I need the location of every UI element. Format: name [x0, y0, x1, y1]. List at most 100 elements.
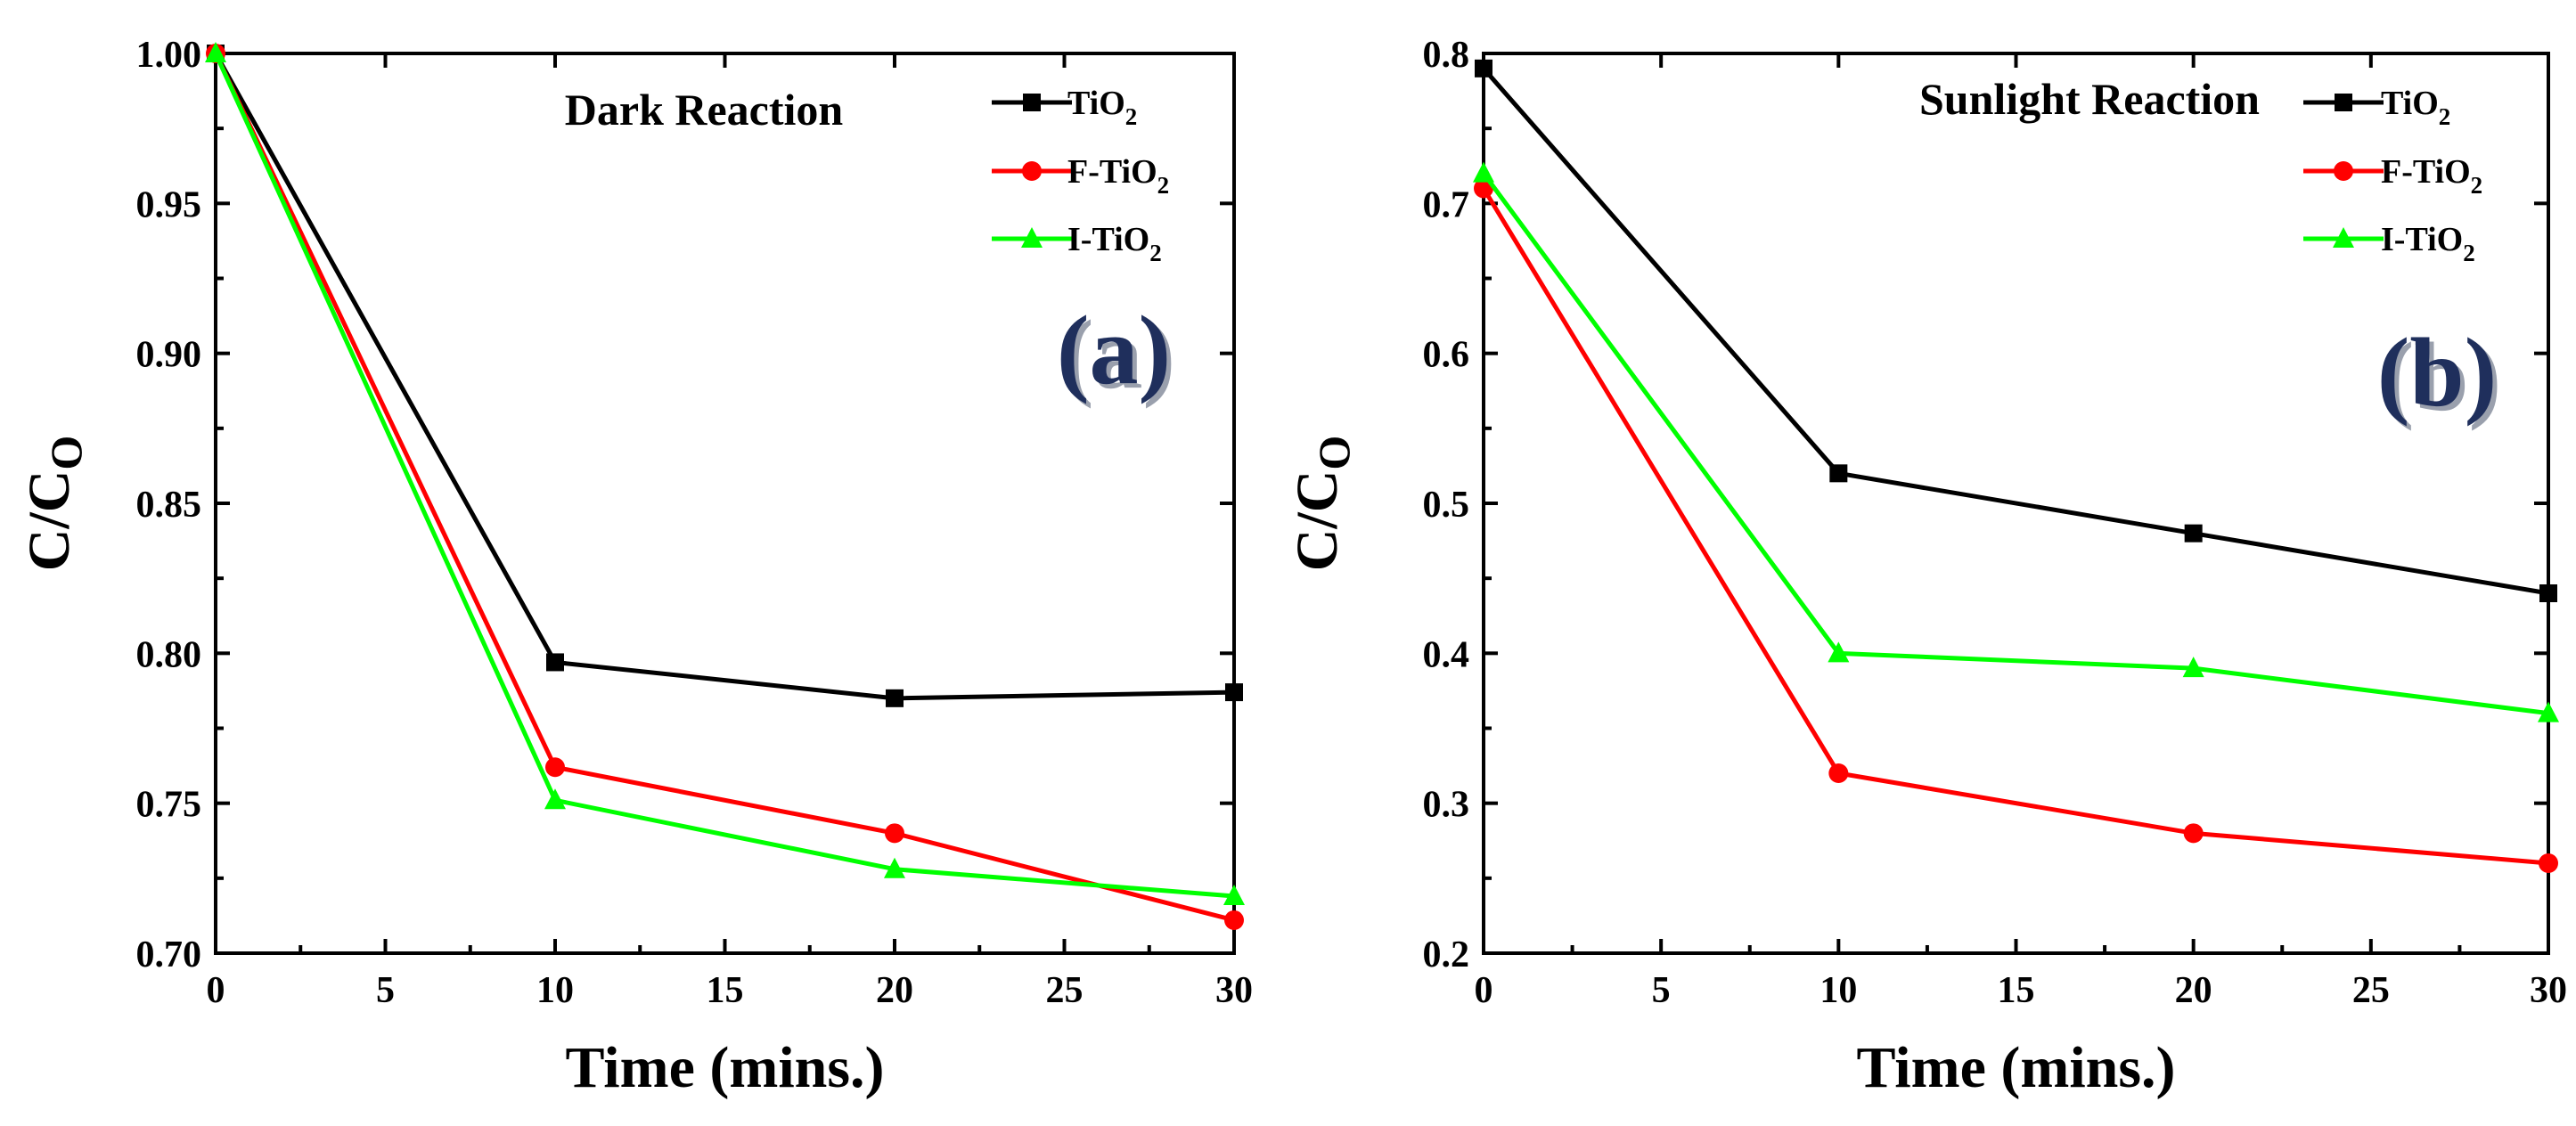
y-tick-label: 0.95: [136, 184, 202, 225]
y-tick-label: 1.00: [136, 35, 202, 76]
data-point: [1475, 59, 1492, 78]
x-tick-label: 30: [2530, 970, 2567, 1011]
chart-title: Dark Reaction: [565, 85, 844, 135]
legend-marker: [2333, 227, 2354, 248]
legend-label-main: I-TiO: [2381, 221, 2463, 258]
legend-label: I-TiO2: [2381, 221, 2475, 266]
legend-marker: [2335, 94, 2352, 111]
series-F-TiO2: [1474, 178, 2558, 873]
data-point: [1828, 641, 1850, 663]
data-point: [1829, 464, 1848, 483]
x-tick-label: 5: [1652, 970, 1671, 1011]
series-I-TiO2: [1473, 161, 2559, 722]
data-point: [1828, 763, 1849, 783]
legend-label-main: I-TiO: [1067, 221, 1149, 258]
y-axis-title-sub: O: [41, 436, 91, 470]
legend-label-sub: 2: [1149, 240, 1162, 266]
series-line: [213, 52, 1235, 899]
y-tick-label: 0.6: [1423, 335, 1470, 376]
data-point: [545, 757, 565, 778]
y-tick-label: 0.85: [136, 485, 202, 526]
x-tick-label: 15: [1998, 970, 2035, 1011]
data-point: [885, 823, 904, 844]
data-point: [884, 857, 905, 878]
legend-marker: [2334, 161, 2353, 181]
data-point: [2183, 823, 2204, 844]
legend-label: F-TiO2: [1067, 153, 1169, 199]
legend-label-sub: 2: [1125, 103, 1138, 130]
x-tick-label: 20: [876, 970, 913, 1011]
legend-label-sub: 2: [1157, 172, 1170, 199]
panel-label-shadow: (b): [2382, 322, 2501, 431]
series-line: [213, 52, 1235, 701]
series-line: [1481, 172, 2549, 716]
x-tick-label: 15: [707, 970, 744, 1011]
panel-label: (b): [2377, 318, 2497, 427]
x-tick-label: 0: [1475, 970, 1493, 1011]
data-point: [886, 689, 904, 707]
y-axis-title-main: C/C: [17, 470, 82, 572]
y-tick-label: 0.80: [136, 634, 202, 675]
chart-title: Sunlight Reaction: [1919, 74, 2260, 124]
y-tick-label: 0.90: [136, 335, 202, 376]
data-point: [544, 788, 566, 810]
data-point: [1225, 683, 1243, 702]
y-axis-title-sub: O: [1309, 436, 1359, 470]
x-tick-label: 20: [2175, 970, 2212, 1011]
series-line: [1481, 187, 2549, 866]
series-line: [213, 52, 1235, 923]
x-tick-label: 25: [2352, 970, 2390, 1011]
y-tick-label: 0.7: [1423, 184, 1470, 225]
panel-label: (a): [1057, 296, 1171, 404]
x-tick-label: 25: [1046, 970, 1084, 1011]
series-TiO2: [1475, 59, 2557, 602]
data-point: [1473, 161, 1494, 183]
x-tick-label: 30: [1215, 970, 1253, 1011]
chart-panel-1: 0 5 10 15 20 25 30 0.2 0.3 0.4 0.5 0.6 0.7 0.8 Time (m…: [1285, 35, 2567, 1100]
legend-label-main: F-TiO: [2381, 153, 2471, 191]
y-axis-title: C/CO: [1285, 436, 1359, 572]
legend-label-main: F-TiO: [1067, 153, 1157, 191]
legend-label: F-TiO2: [2381, 153, 2482, 199]
data-point: [2538, 701, 2559, 722]
legend-label: I-TiO2: [1067, 221, 1162, 266]
x-tick-label: 10: [1820, 970, 1857, 1011]
legend-marker: [1023, 94, 1041, 111]
chart-panel-0: 0 5 10 15 20 25 30 0.70 0.75 0.80 0.85 0.90 0.95 1.00…: [17, 35, 1253, 1100]
x-tick-label: 5: [376, 970, 395, 1011]
legend-label-main: TiO: [1067, 85, 1125, 122]
legend-label-sub: 2: [2463, 240, 2475, 266]
data-point: [2184, 524, 2203, 543]
y-tick-label: 0.75: [136, 785, 202, 826]
data-point: [1224, 910, 1244, 930]
data-point: [2182, 657, 2204, 678]
panel-label-shadow: (a): [1061, 300, 1175, 409]
series-line: [1482, 67, 2549, 596]
y-tick-label: 0.3: [1423, 785, 1470, 826]
legend-label-main: TiO: [2381, 85, 2439, 122]
legend-label: TiO2: [2381, 85, 2450, 130]
series-I-TiO2: [205, 42, 1245, 906]
legend-marker: [1022, 161, 1042, 181]
x-axis-title: Time (mins.): [1856, 1035, 2175, 1100]
legend-label: TiO2: [1067, 85, 1137, 130]
series-F-TiO2: [206, 44, 1244, 930]
y-tick-label: 0.5: [1423, 485, 1470, 526]
legend-label-sub: 2: [2439, 103, 2451, 130]
y-axis-title: C/CO: [17, 436, 91, 572]
y-axis-title-main: C/C: [1285, 470, 1350, 572]
y-tick-label: 0.70: [136, 934, 202, 975]
y-tick-label: 0.8: [1423, 35, 1470, 76]
legend-label-sub: 2: [2471, 172, 2483, 199]
y-tick-label: 0.2: [1423, 934, 1470, 975]
y-tick-label: 0.4: [1423, 634, 1470, 675]
data-point: [546, 653, 564, 672]
data-point: [2539, 853, 2558, 873]
legend-marker: [1021, 227, 1043, 248]
data-point: [2539, 584, 2557, 602]
x-tick-label: 0: [207, 970, 225, 1011]
x-tick-label: 10: [536, 970, 574, 1011]
